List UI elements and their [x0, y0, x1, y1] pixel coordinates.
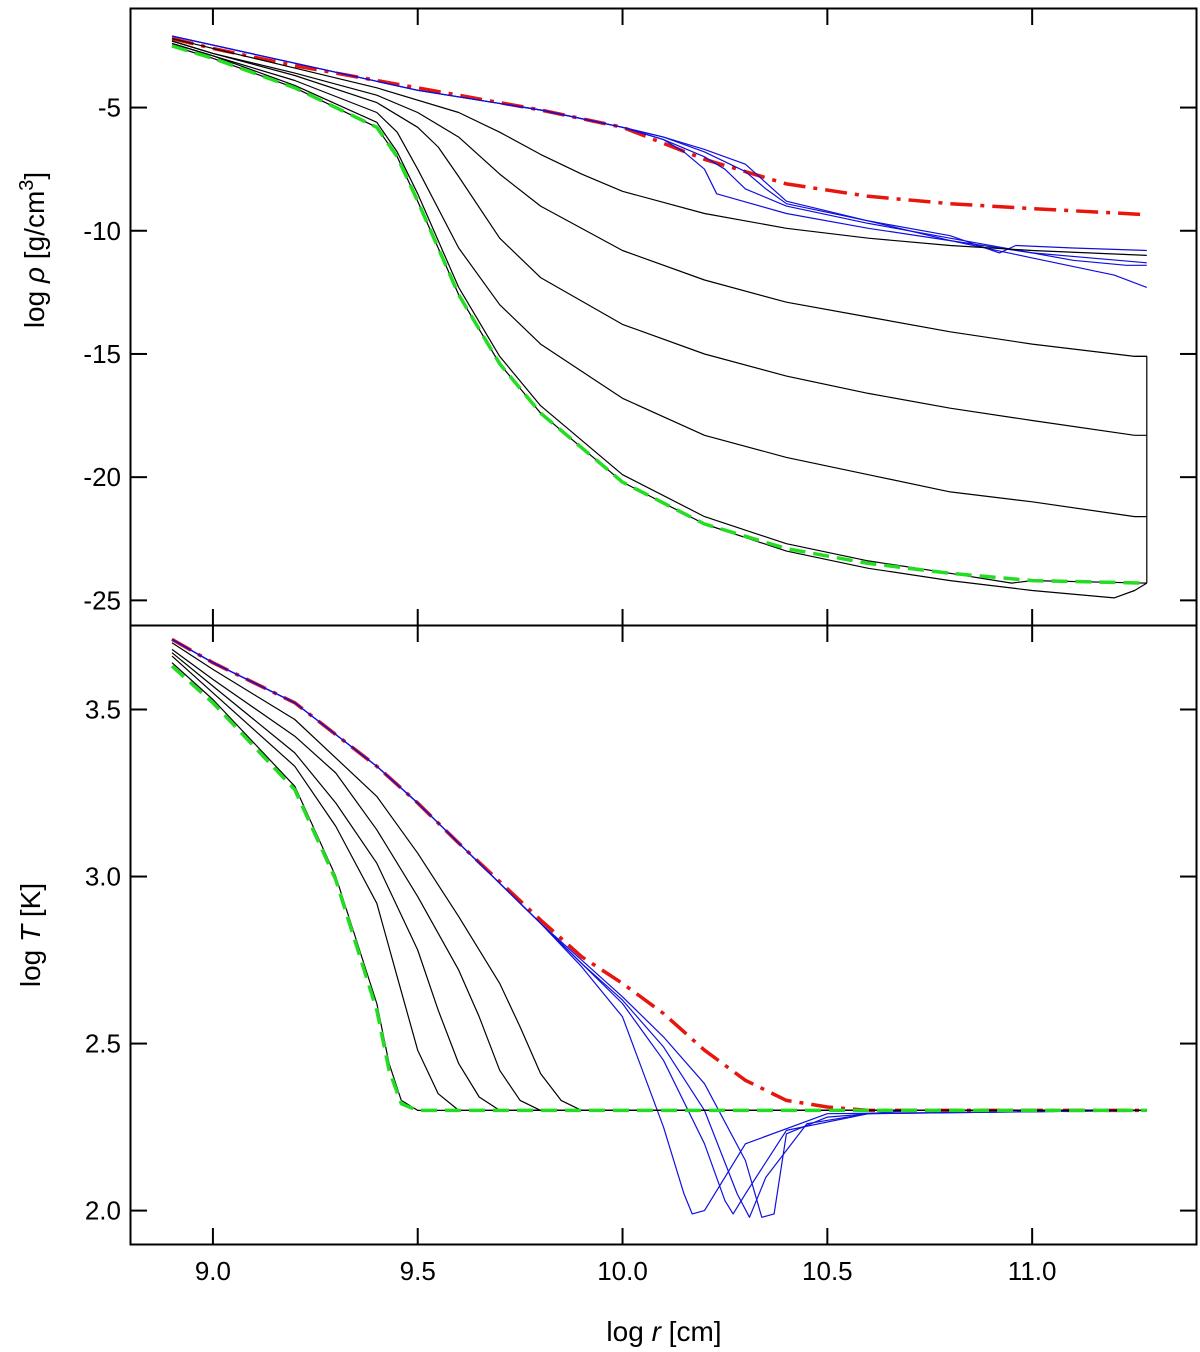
x-tick-label: 9.5 [400, 1256, 436, 1286]
temperature-plot-area [170, 637, 1147, 1218]
y-tick-label: -5 [98, 93, 121, 123]
series-black-1 [171, 38, 1147, 256]
density-y-tick-labels: -5 -10 -15 -20 -25 [83, 93, 121, 616]
temperature-frame [129, 624, 1198, 1246]
y-tick-label: 2.0 [85, 1196, 121, 1226]
density-plot-area [171, 35, 1148, 599]
density-y-axis-label: log ρ [g/cm3] [16, 172, 50, 328]
series-black-3 [171, 40, 1147, 436]
series-black-2 [171, 648, 1147, 1112]
x-tick-label: 10.5 [802, 1256, 853, 1286]
series-black-4 [171, 655, 1147, 1112]
x-tick-label: 11.0 [1008, 1256, 1057, 1286]
x-tick-label: 10.0 [597, 1256, 648, 1286]
y-tick-label: -25 [83, 585, 121, 615]
y-tick-label: -15 [83, 339, 121, 369]
y-tick-label: -20 [83, 462, 121, 492]
temperature-y-axis-label: log T [K] [15, 883, 46, 987]
series-blue-4 [171, 638, 1147, 1218]
density-panel: -5 -10 -15 -20 -25 log ρ [g/cm3] [16, 9, 1196, 625]
series-black-2 [171, 40, 1147, 357]
series-black-1 [171, 642, 1147, 1112]
y-tick-label: 3.0 [85, 862, 121, 892]
temperature-panel: 2.0 2.5 3.0 3.5 9.0 9.5 10.0 10.5 11.0 log T [K]… [15, 626, 1196, 1347]
series-blue-4 [171, 35, 1147, 254]
series-green-dashed [170, 664, 1147, 1113]
density-y-ticks [131, 9, 1196, 625]
series-red-dashdot [171, 637, 1147, 1113]
x-tick-label: 9.0 [195, 1256, 231, 1286]
series-green-dashed [171, 44, 1147, 585]
temperature-ticks [131, 626, 1196, 1244]
y-tick-label: -10 [83, 216, 121, 246]
y-tick-label: 3.5 [85, 695, 121, 725]
series-black-3 [171, 652, 1147, 1112]
series-black-4 [171, 42, 1147, 518]
y-tick-label: 2.5 [85, 1029, 121, 1059]
x-axis-label: log r [cm] [606, 1316, 721, 1347]
temperature-tick-labels: 2.0 2.5 3.0 3.5 9.0 9.5 10.0 10.5 11.0 [85, 695, 1057, 1286]
series-black-edge [1134, 355, 1148, 584]
